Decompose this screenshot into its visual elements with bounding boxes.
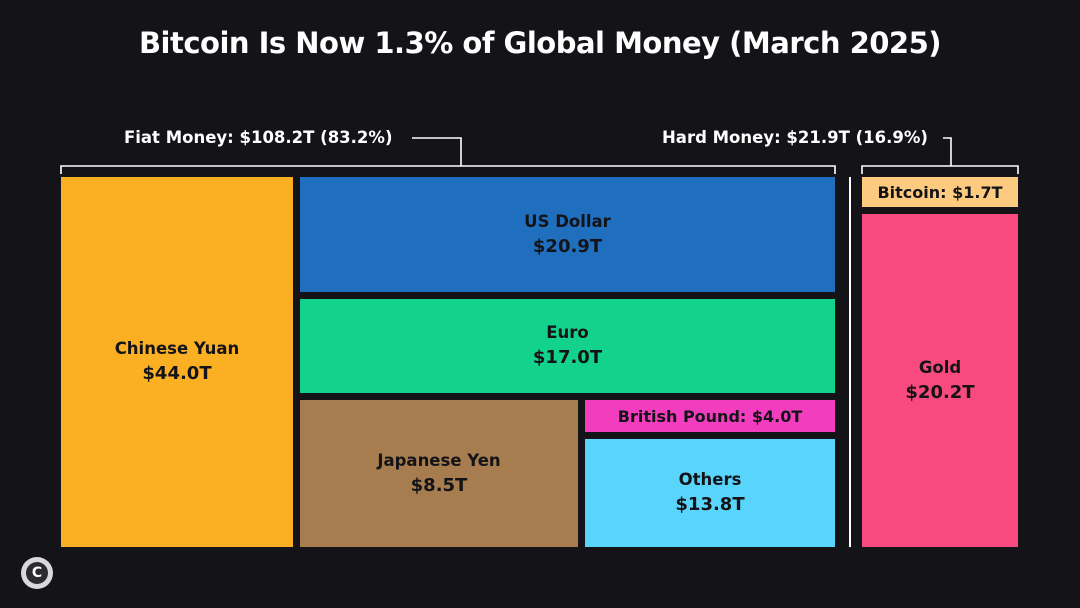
tile-label: Bitcoin bbox=[877, 182, 941, 202]
tile-separator: : bbox=[739, 406, 752, 426]
logo-letter: C bbox=[26, 562, 48, 584]
brand-logo-icon: C bbox=[21, 557, 53, 589]
tile-value: $4.0T bbox=[751, 406, 803, 426]
tile-value: $13.8T bbox=[675, 494, 745, 515]
tile-euro: Euro $17.0T bbox=[300, 299, 835, 393]
group-divider bbox=[849, 177, 851, 547]
tile-label: Chinese Yuan bbox=[114, 339, 240, 358]
tile-label: US Dollar bbox=[524, 211, 611, 231]
tile-value: $1.7T bbox=[952, 182, 1003, 202]
hard-bracket bbox=[861, 165, 1019, 174]
tile-value: $20.9T bbox=[532, 235, 603, 257]
tile-bitcoin: Bitcoin: $1.7T bbox=[862, 177, 1018, 207]
tile-value: $17.0T bbox=[532, 347, 603, 368]
tile-british-pound: British Pound: $4.0T bbox=[585, 400, 835, 432]
tile-value: $44.0T bbox=[142, 363, 212, 384]
tile-label: Others bbox=[678, 470, 742, 489]
hard-bracket-connector bbox=[943, 137, 952, 166]
fiat-bracket-connector bbox=[412, 137, 462, 166]
fiat-bracket bbox=[60, 165, 836, 174]
tile-label: Japanese Yen bbox=[377, 450, 501, 470]
hard-money-label: Hard Money: $21.9T (16.9%) bbox=[662, 128, 928, 147]
tile-label: Gold bbox=[918, 357, 962, 377]
tile-chinese-yuan: Chinese Yuan $44.0T bbox=[61, 177, 293, 547]
tile-label: Euro bbox=[546, 323, 589, 342]
tile-value: $20.2T bbox=[905, 381, 975, 403]
tile-us-dollar: US Dollar $20.9T bbox=[300, 177, 835, 292]
tile-others: Others $13.8T bbox=[585, 439, 835, 547]
tile-separator: : bbox=[940, 182, 953, 202]
fiat-money-label: Fiat Money: $108.2T (83.2%) bbox=[124, 128, 393, 147]
tile-gold: Gold $20.2T bbox=[862, 214, 1018, 547]
tile-value: $8.5T bbox=[410, 474, 468, 496]
tile-label: British Pound bbox=[617, 406, 740, 426]
chart-title: Bitcoin Is Now 1.3% of Global Money (Mar… bbox=[138, 26, 942, 60]
tile-japanese-yen: Japanese Yen $8.5T bbox=[300, 400, 578, 547]
